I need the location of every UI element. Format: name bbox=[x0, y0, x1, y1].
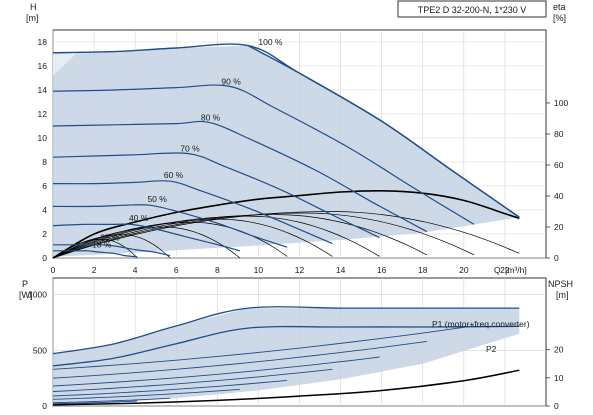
eta-tick-label: 100 bbox=[554, 98, 568, 108]
speed-curve-70pct bbox=[52, 152, 380, 239]
h-tick-label: 4 bbox=[42, 205, 47, 215]
x-tick-label: 12 bbox=[295, 265, 305, 275]
speed-curve-labels: 100 % 90 % 80 % 70 % 60 % 50 % 40 % 25 %18 % bbox=[92, 37, 283, 250]
series-label-p2: P2 bbox=[486, 344, 497, 354]
speed-curve-60pct bbox=[52, 180, 333, 245]
x-tick-label: 2 bbox=[92, 265, 97, 275]
speed-label-3: 70 % bbox=[180, 144, 200, 154]
x-tick-label: 6 bbox=[174, 265, 179, 275]
eta-tick-label: 0 bbox=[554, 253, 559, 263]
x-tick-label: 22 bbox=[500, 265, 510, 275]
x-tick-label: 10 bbox=[254, 265, 264, 275]
npsh-tick-label: 20 bbox=[554, 345, 564, 355]
eta-curve-3 bbox=[52, 215, 380, 259]
npsh-curve bbox=[52, 369, 520, 406]
x-tick-label: 20 bbox=[459, 265, 469, 275]
lower-axis-ticks: 0 500 1000 0 10 20 bbox=[28, 290, 564, 411]
h-tick-label: 6 bbox=[42, 181, 47, 191]
x-axis-unit-q: [m³/h] bbox=[505, 265, 527, 275]
y2-axis-label-eta: eta bbox=[553, 2, 566, 12]
power-curve-1 bbox=[52, 340, 427, 379]
power-curve-3 bbox=[52, 368, 333, 392]
eta-max-envelope bbox=[52, 189, 520, 259]
power-curve-7 bbox=[52, 400, 138, 405]
p1-curve bbox=[52, 306, 520, 355]
eta-tick-label: 60 bbox=[554, 160, 564, 170]
y2-axis-label-npsh: NPSH bbox=[548, 279, 573, 289]
power-curves bbox=[52, 306, 520, 406]
h-tick-label: 14 bbox=[38, 85, 48, 95]
eta-curve-6 bbox=[52, 226, 241, 259]
power-limit-curve bbox=[247, 44, 520, 218]
speed-label-8: 18 % bbox=[92, 240, 112, 250]
speed-label-0: 100 % bbox=[258, 37, 283, 47]
y-axis-unit-p: [W] bbox=[19, 290, 33, 300]
operating-area bbox=[53, 45, 520, 257]
speed-curve-18pct bbox=[53, 250, 138, 258]
power-curve-0 bbox=[52, 325, 475, 370]
power-curve-5 bbox=[52, 388, 240, 400]
eta-tick-label: 80 bbox=[554, 129, 564, 139]
power-area bbox=[53, 308, 520, 405]
x-tick-label: 8 bbox=[215, 265, 220, 275]
x-tick-label: 18 bbox=[418, 265, 428, 275]
eta-curve-7 bbox=[52, 234, 171, 259]
speed-curve-40pct bbox=[52, 223, 241, 252]
speed-label-5: 50 % bbox=[147, 194, 167, 204]
eta-curve-0 bbox=[52, 211, 520, 259]
speed-label-4: 60 % bbox=[164, 170, 184, 180]
speed-label-1: 90 % bbox=[221, 76, 241, 86]
h-tick-label: 16 bbox=[38, 61, 48, 71]
speed-label-7: 25 % bbox=[100, 232, 120, 242]
npsh-tick-label: 0 bbox=[554, 401, 559, 411]
x-tick-label: 16 bbox=[377, 265, 387, 275]
speed-curve-90pct bbox=[52, 84, 475, 225]
p-tick-label: 0 bbox=[42, 401, 47, 411]
series-label-p1: P1 (motor+freq.converter) bbox=[432, 319, 530, 329]
eta-curve-2 bbox=[52, 214, 428, 259]
operating-area-wedge bbox=[53, 52, 78, 76]
speed-curve-50pct bbox=[52, 204, 288, 248]
power-area-fill bbox=[53, 308, 520, 405]
title-box bbox=[397, 0, 547, 18]
y-axis-label-h: H bbox=[30, 2, 37, 12]
head-efficiency-chart: 100 % 90 % 80 % 70 % 60 % 50 % 40 % 25 %18 % 0 2… bbox=[26, 0, 569, 275]
y-axis-label-p: P bbox=[22, 279, 28, 289]
speed-curve-25pct bbox=[53, 244, 171, 257]
speed-label-6: 40 % bbox=[129, 213, 149, 223]
y2-axis-unit-eta: [%] bbox=[553, 13, 566, 23]
x-tick-label: 14 bbox=[336, 265, 346, 275]
h-tick-label: 8 bbox=[42, 157, 47, 167]
h-tick-label: 0 bbox=[42, 253, 47, 263]
eta-tick-label: 40 bbox=[554, 191, 564, 201]
eta-tick-label: 20 bbox=[554, 222, 564, 232]
power-curve-2 bbox=[52, 356, 380, 387]
upper-axis-ticks: 0 2 4 6 8 10 12 14 16 18 20 22 0 2 4 6 8 10 12 14 16 18 0 20 40 6… bbox=[38, 37, 569, 275]
p2-curve bbox=[52, 325, 520, 367]
h-tick-label: 12 bbox=[38, 109, 48, 119]
speed-label-2: 80 % bbox=[201, 112, 221, 122]
speed-curve-80pct bbox=[52, 120, 428, 233]
power-curve-4 bbox=[52, 379, 288, 397]
npsh-tick-label: 10 bbox=[554, 373, 564, 383]
power-npsh-chart: 0 500 1000 0 10 20 P [W] NPSH [m] P1 (motor+f… bbox=[19, 277, 573, 411]
x-axis-label-q: Q bbox=[494, 265, 501, 275]
speed-curves bbox=[52, 43, 520, 258]
power-curve-6 bbox=[52, 397, 171, 404]
p-tick-label: 500 bbox=[33, 345, 47, 355]
y2-axis-unit-npsh: [m] bbox=[556, 290, 569, 300]
y-axis-unit-h: [m] bbox=[26, 13, 39, 23]
operating-area-fill bbox=[53, 45, 520, 257]
x-tick-label: 4 bbox=[133, 265, 138, 275]
p-tick-label: 1000 bbox=[28, 290, 47, 300]
h-tick-label: 18 bbox=[38, 37, 48, 47]
x-tick-label: 0 bbox=[51, 265, 56, 275]
h-tick-label: 10 bbox=[38, 133, 48, 143]
chart-title: TPE2 D 32-200-N, 1*230 V bbox=[418, 5, 527, 15]
h-tick-label: 2 bbox=[42, 229, 47, 239]
